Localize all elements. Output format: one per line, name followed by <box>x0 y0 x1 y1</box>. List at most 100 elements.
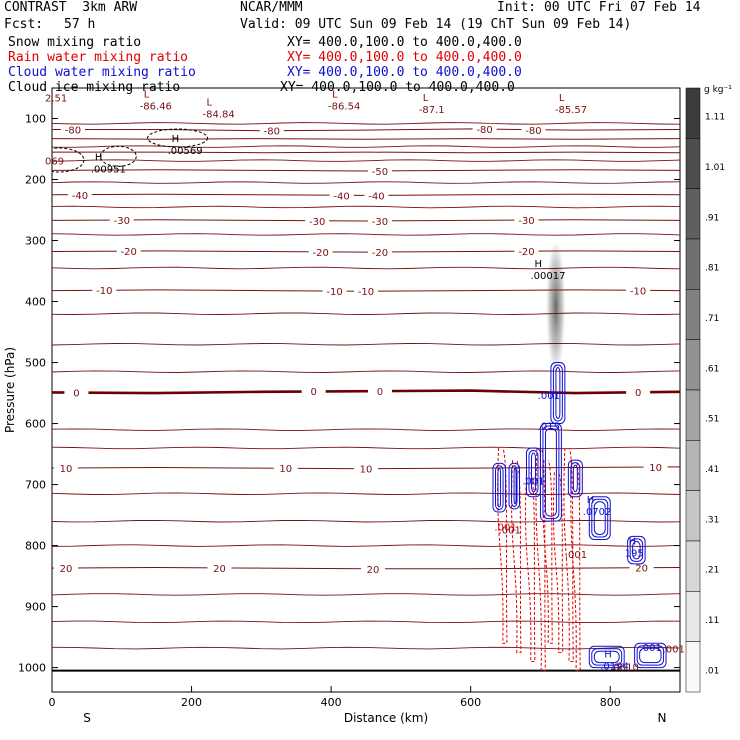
isotherm-label: -10 <box>96 286 112 297</box>
isotherm-label: -40 <box>333 191 349 202</box>
x-tick-label: 200 <box>181 696 202 709</box>
isotherm-label: 10 <box>360 465 373 476</box>
cloud-water-contour <box>634 642 667 669</box>
colorbar-bin <box>685 591 701 642</box>
isotherm-label: -50 <box>372 167 388 178</box>
isotherm-minor <box>52 145 680 148</box>
cloud-water-contour <box>639 647 662 664</box>
cloud-water-label: .001 <box>538 391 560 402</box>
colorbar-label: .51 <box>705 415 719 425</box>
field-xy-cloud-water: XY= 400.0,100.0 to 400.0,400.0 <box>287 65 522 80</box>
isotherm-label: -40 <box>72 191 88 202</box>
isotherm-label: 20 <box>635 564 648 575</box>
field-name-rain: Rain water mixing ratio <box>8 50 189 65</box>
cloud-water-contour <box>528 449 539 495</box>
cloud-water-contour <box>555 367 561 420</box>
extremum-marker: H <box>534 259 542 270</box>
cloud-water-contour <box>570 462 581 495</box>
south-label: S <box>83 711 91 725</box>
field-name-snow: Snow mixing ratio <box>8 35 142 50</box>
colorbar-bin <box>685 87 701 139</box>
cloud-water-label: .015 <box>538 422 560 433</box>
isotherm-minor <box>52 370 680 373</box>
isotherm-label: -20 <box>121 247 137 258</box>
isotherm-label: 20 <box>60 564 73 575</box>
extremum-value: .00017 <box>530 271 565 282</box>
y-tick-label: 800 <box>25 540 46 553</box>
isotherm-label: -80 <box>476 125 492 136</box>
rain-contour-label: .001 <box>494 522 516 533</box>
isotherm-label: 20 <box>213 564 226 575</box>
cloud-water-contour <box>494 465 504 511</box>
y-tick-label: 100 <box>25 113 46 126</box>
colorbar-label: .21 <box>705 566 719 576</box>
isotherm--80 <box>52 128 680 132</box>
colorbar-label: .31 <box>705 515 719 525</box>
colorbar-bin <box>685 540 701 592</box>
isotherm-label: -80 <box>264 127 280 138</box>
cloud-water-contour <box>550 362 566 425</box>
cloud-water-contour <box>593 650 620 664</box>
north-label: N <box>658 711 667 725</box>
rain-contour <box>535 447 546 672</box>
isotherm-label: -20 <box>312 248 328 259</box>
init-time: Init: 00 UTC Fri 07 Feb 14 <box>497 0 701 15</box>
isotherm-label: 20 <box>367 565 380 576</box>
isotherm-minor <box>52 233 680 236</box>
cloud-water-contour <box>627 535 646 565</box>
rain-contour <box>570 459 581 672</box>
isotherm-label: -30 <box>372 217 388 228</box>
extremum-marker: L <box>144 89 150 100</box>
cloud-water-contour <box>552 364 563 422</box>
isotherm--60 <box>52 151 680 154</box>
cloud-water-contour <box>539 423 562 522</box>
plot-area <box>52 122 680 672</box>
colorbar-label: .01 <box>705 666 719 676</box>
rain-contour <box>542 459 553 644</box>
isotherm-label: 10 <box>649 463 662 474</box>
isotherm-label: 10 <box>60 464 73 475</box>
colorbar-unit: g kg⁻¹ <box>704 85 732 95</box>
rain-contour <box>511 459 522 653</box>
colorbar-bin <box>685 440 701 491</box>
cloud-water-contour <box>636 645 665 666</box>
isotherm-label: -30 <box>114 216 130 227</box>
cloud-water-contour <box>513 467 517 505</box>
extremum-marker: H <box>587 495 595 506</box>
edge-label: .001 <box>499 525 521 536</box>
isotherm-minor <box>52 312 680 315</box>
isotherm-minor <box>52 181 680 184</box>
cloud-water-contour <box>591 498 609 538</box>
colorbar-label: .11 <box>705 616 719 626</box>
colorbar-bin <box>685 188 701 240</box>
isotherm-label: 0 <box>635 388 641 399</box>
org-label: NCAR/MMM <box>240 0 303 15</box>
isotherm-minor <box>52 620 680 624</box>
colorbar-label: .91 <box>705 213 719 223</box>
field-xy-rain: XY= 400.0,100.0 to 400.0,400.0 <box>287 50 522 65</box>
colorbar-label: .61 <box>705 364 719 374</box>
edge-label: .0010 <box>610 663 639 674</box>
extremum-value: .0702 <box>583 507 612 518</box>
x-tick-label: 600 <box>460 696 481 709</box>
extremum-value: .00951 <box>91 164 126 175</box>
isotherm--50 <box>52 169 680 172</box>
cloud-water-contour <box>497 467 502 508</box>
x-axis-label: Distance (km) <box>344 711 428 725</box>
extremum-marker: L <box>206 97 212 108</box>
isotherm-label: -40 <box>368 191 384 202</box>
isotherm-label: -10 <box>630 287 646 298</box>
isotherm--30 <box>52 219 680 222</box>
isotherm-minor <box>52 159 680 162</box>
colorbar-bin <box>685 289 701 340</box>
isotherm-label: -80 <box>525 126 541 137</box>
colorbar-bin <box>685 641 701 693</box>
cloud-water-contour <box>588 496 611 540</box>
cloud-water-contour <box>572 464 578 493</box>
edge-label: .001 <box>565 550 587 561</box>
isotherm-minor <box>52 266 680 270</box>
colorbar-bin <box>685 389 701 441</box>
cloud-ice-contour <box>52 147 85 173</box>
y-tick-label: 200 <box>25 174 46 187</box>
